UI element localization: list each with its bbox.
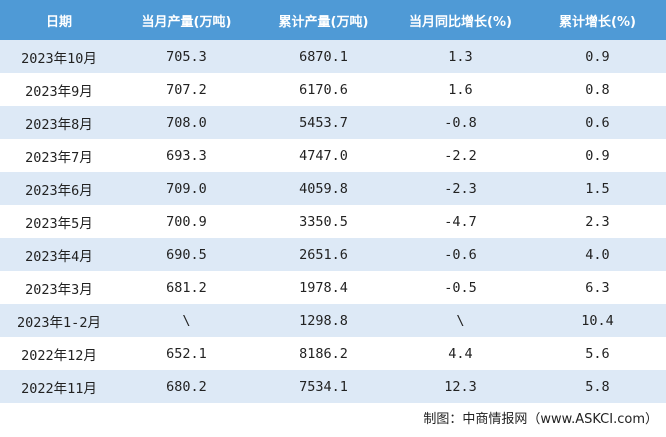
table-cell: 693.3 <box>118 139 255 172</box>
table-cell: -0.5 <box>392 271 529 304</box>
table-cell: -4.7 <box>392 205 529 238</box>
table-cell: 6.3 <box>529 271 666 304</box>
source-note: 制图：中商情报网（www.ASKCI.com） <box>423 412 658 427</box>
table-cell: 5.8 <box>529 370 666 403</box>
table-cell: 2023年10月 <box>0 40 118 73</box>
table-cell: 7534.1 <box>255 370 392 403</box>
table-cell: 1.6 <box>392 73 529 106</box>
table-cell: 2023年6月 <box>0 172 118 205</box>
table-cell: 1978.4 <box>255 271 392 304</box>
table-cell: 652.1 <box>118 337 255 370</box>
table-cell: 2022年12月 <box>0 337 118 370</box>
table-cell: 0.9 <box>529 139 666 172</box>
table-cell: 2022年11月 <box>0 370 118 403</box>
table-body: 2023年10月 705.3 6870.1 1.3 0.9 2023年9月 707.2 617… <box>0 40 666 403</box>
table-cell: 2023年9月 <box>0 73 118 106</box>
table-cell: 1.5 <box>529 172 666 205</box>
table-cell: 709.0 <box>118 172 255 205</box>
table-cell: 2023年8月 <box>0 106 118 139</box>
table-cell: 2.3 <box>529 205 666 238</box>
table-cell: 2023年7月 <box>0 139 118 172</box>
column-header: 累计增长(%) <box>529 0 666 40</box>
data-table: 日期 当月产量(万吨) 累计产量(万吨) 当月同比增长(%) 累计增长(%) 2023年… <box>0 0 666 403</box>
column-header: 累计产量(万吨) <box>255 0 392 40</box>
table-cell: \ <box>118 304 255 337</box>
table-row: 2023年4月 690.5 2651.6 -0.6 4.0 <box>0 238 666 271</box>
table-cell: 700.9 <box>118 205 255 238</box>
table-cell: 0.8 <box>529 73 666 106</box>
table-cell: 6870.1 <box>255 40 392 73</box>
table-cell: -2.3 <box>392 172 529 205</box>
table-cell: 1298.8 <box>255 304 392 337</box>
table-cell: 708.0 <box>118 106 255 139</box>
table-cell: 2023年5月 <box>0 205 118 238</box>
table-row: 2023年1-2月 \ 1298.8 \ 10.4 <box>0 304 666 337</box>
column-header: 当月产量(万吨) <box>118 0 255 40</box>
table-cell: 12.3 <box>392 370 529 403</box>
table-cell: 6170.6 <box>255 73 392 106</box>
table-cell: 0.6 <box>529 106 666 139</box>
table-cell: \ <box>392 304 529 337</box>
table-cell: 1.3 <box>392 40 529 73</box>
table-cell: 707.2 <box>118 73 255 106</box>
table-row: 2023年6月 709.0 4059.8 -2.3 1.5 <box>0 172 666 205</box>
table-cell: 2023年1-2月 <box>0 304 118 337</box>
table-row: 2023年9月 707.2 6170.6 1.6 0.8 <box>0 73 666 106</box>
column-header: 当月同比增长(%) <box>392 0 529 40</box>
table-cell: 3350.5 <box>255 205 392 238</box>
table-cell: 10.4 <box>529 304 666 337</box>
table-cell: -2.2 <box>392 139 529 172</box>
table-cell: 681.2 <box>118 271 255 304</box>
table-cell: 2023年3月 <box>0 271 118 304</box>
table-cell: 705.3 <box>118 40 255 73</box>
table-cell: 4059.8 <box>255 172 392 205</box>
column-header: 日期 <box>0 0 118 40</box>
table-row: 2023年10月 705.3 6870.1 1.3 0.9 <box>0 40 666 73</box>
table-cell: -0.8 <box>392 106 529 139</box>
table-cell: 5453.7 <box>255 106 392 139</box>
header-row: 日期 当月产量(万吨) 累计产量(万吨) 当月同比增长(%) 累计增长(%) <box>0 0 666 40</box>
table-cell: 2651.6 <box>255 238 392 271</box>
table-row: 2023年8月 708.0 5453.7 -0.8 0.6 <box>0 106 666 139</box>
table-row: 2022年11月 680.2 7534.1 12.3 5.8 <box>0 370 666 403</box>
table-row: 2023年3月 681.2 1978.4 -0.5 6.3 <box>0 271 666 304</box>
table-cell: 690.5 <box>118 238 255 271</box>
table-cell: 0.9 <box>529 40 666 73</box>
table-cell: 4.4 <box>392 337 529 370</box>
table-cell: 2023年4月 <box>0 238 118 271</box>
table-row: 2022年12月 652.1 8186.2 4.4 5.6 <box>0 337 666 370</box>
table-row: 2023年5月 700.9 3350.5 -4.7 2.3 <box>0 205 666 238</box>
table-cell: 4747.0 <box>255 139 392 172</box>
table-cell: 8186.2 <box>255 337 392 370</box>
table-row: 2023年7月 693.3 4747.0 -2.2 0.9 <box>0 139 666 172</box>
table-cell: -0.6 <box>392 238 529 271</box>
table-cell: 5.6 <box>529 337 666 370</box>
table-cell: 4.0 <box>529 238 666 271</box>
table-cell: 680.2 <box>118 370 255 403</box>
